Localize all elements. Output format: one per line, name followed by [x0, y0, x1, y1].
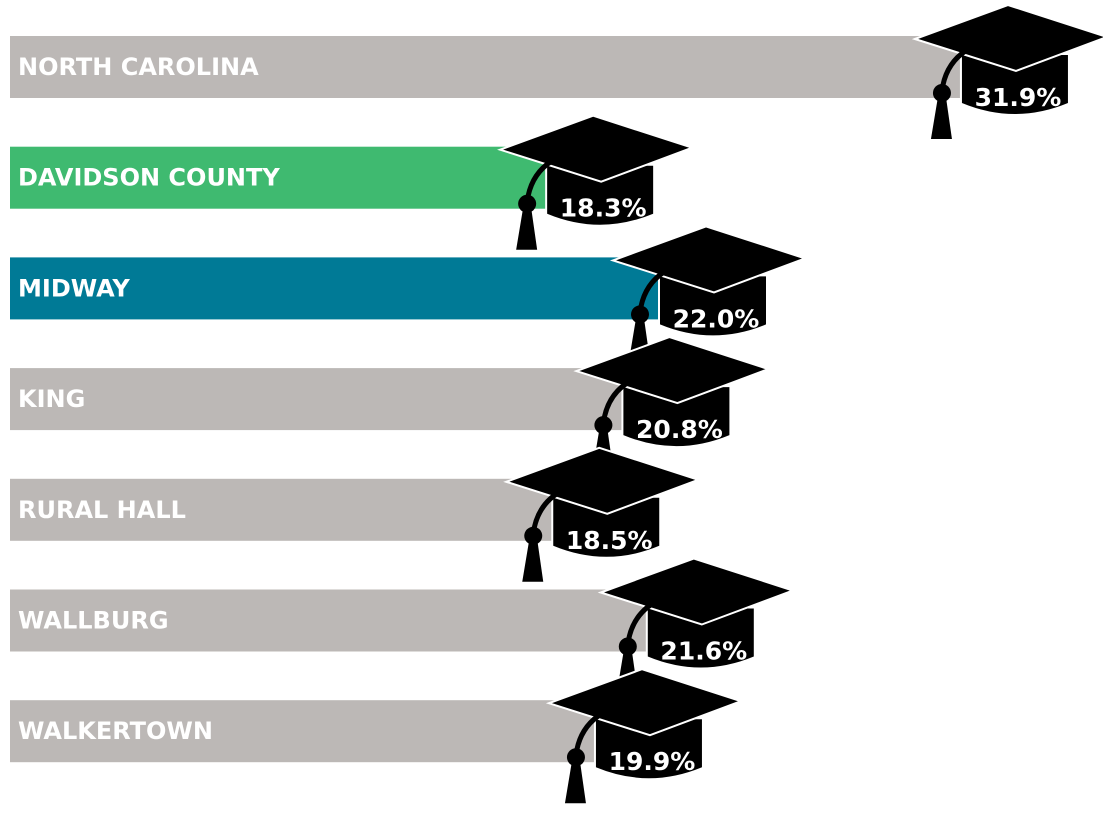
- cap-bowl: [547, 165, 654, 225]
- cap-icon: [597, 557, 796, 693]
- value-label: 19.9%: [609, 747, 696, 776]
- cap-bowl: [553, 497, 660, 557]
- cap-tassel-knot: [566, 748, 585, 767]
- cap-icon: [609, 225, 809, 361]
- cap-icon: [545, 668, 744, 804]
- cap-tassel-knot: [594, 416, 613, 435]
- cap-tassel-cord: [637, 255, 709, 313]
- cap-icon: [497, 114, 696, 250]
- cap-tassel-knot: [524, 526, 543, 545]
- cap-board: [545, 668, 744, 737]
- cap-tassel-cord: [600, 366, 672, 424]
- cap-tassel: [930, 97, 952, 139]
- category-label: KING: [18, 385, 85, 413]
- cap-board: [497, 114, 696, 183]
- cap-board: [609, 225, 809, 294]
- cap-icon: [503, 446, 702, 582]
- cap-tassel: [522, 539, 544, 582]
- cap-tassel-cord: [530, 477, 602, 535]
- cap-tassel-cord: [939, 34, 1011, 92]
- cap-tassel-knot: [932, 84, 951, 102]
- cap-bowl: [647, 608, 754, 668]
- cap-tassel-knot: [631, 305, 649, 324]
- bar: [10, 700, 594, 763]
- cap-tassel-knot: [618, 637, 637, 656]
- value-label: 31.9%: [975, 83, 1062, 112]
- bar: [10, 478, 552, 541]
- cap-bowl: [660, 276, 766, 336]
- bar: [10, 589, 646, 652]
- category-label: WALKERTOWN: [18, 717, 213, 745]
- bar: [10, 36, 960, 98]
- cap-tassel-knot: [518, 194, 537, 213]
- value-label: 18.3%: [560, 194, 647, 223]
- value-label: 20.8%: [636, 415, 723, 444]
- category-label: DAVIDSON COUNTY: [18, 164, 280, 192]
- category-label: WALLBURG: [18, 607, 169, 635]
- cap-icon: [573, 336, 772, 472]
- cap-tassel-cord: [524, 145, 596, 203]
- cap-tassel-cord: [625, 588, 697, 645]
- cap-bowl: [595, 719, 702, 779]
- bar: [10, 146, 546, 209]
- cap-tassel-cord: [573, 698, 645, 756]
- cap-bowl: [961, 55, 1068, 114]
- bar: [10, 257, 658, 320]
- cap-board: [573, 336, 772, 405]
- category-label: NORTH CAROLINA: [18, 53, 259, 81]
- category-label: RURAL HALL: [18, 496, 186, 524]
- value-label: 21.6%: [660, 637, 747, 666]
- cap-board: [597, 557, 796, 626]
- bar: [10, 368, 622, 431]
- cap-tassel: [564, 761, 586, 804]
- category-label: MIDWAY: [18, 274, 130, 302]
- cap-icon: [911, 3, 1103, 139]
- cap-tassel: [516, 207, 538, 250]
- cap-board: [503, 446, 702, 515]
- value-label: 22.0%: [673, 304, 760, 333]
- cap-bowl: [623, 387, 730, 447]
- value-label: 18.5%: [566, 526, 653, 555]
